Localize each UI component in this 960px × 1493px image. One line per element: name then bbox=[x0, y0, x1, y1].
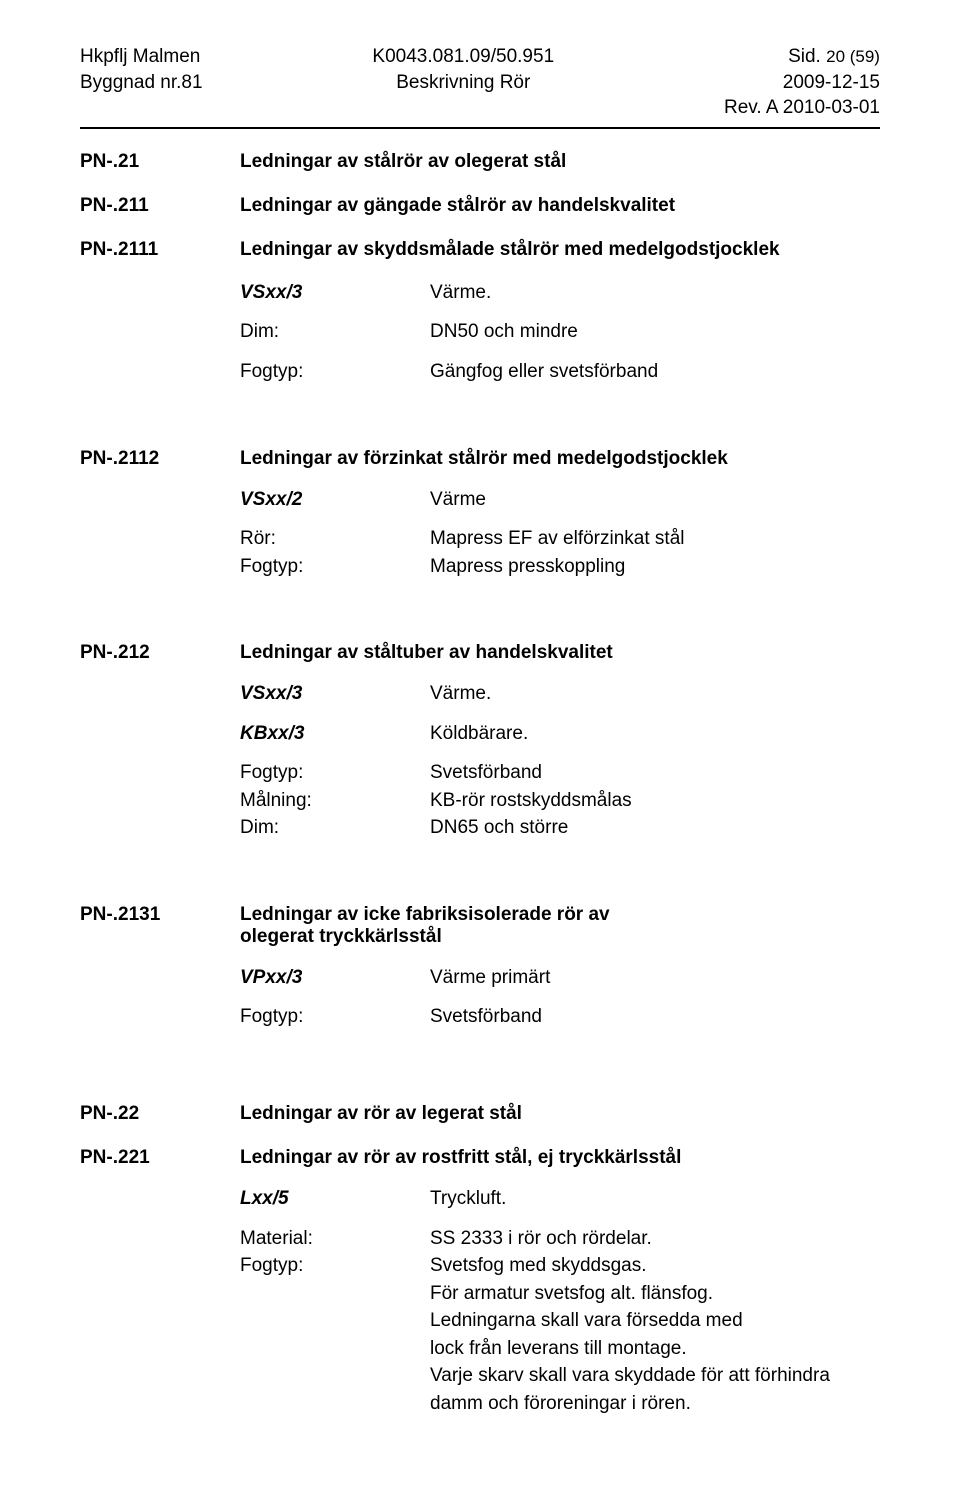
section-pn22: PN-.22 Ledningar av rör av legerat stål bbox=[80, 1103, 880, 1125]
section-code: PN-.221 bbox=[80, 1147, 240, 1169]
page-header: Hkpflj Malmen Byggnad nr.81 K0043.081.09… bbox=[80, 44, 880, 121]
header-rule bbox=[80, 127, 880, 129]
kv-val: Värme. bbox=[430, 680, 880, 708]
section-title: Ledningar av rör av legerat stål bbox=[240, 1103, 522, 1124]
section-pn221: PN-.221 Ledningar av rör av rostfritt st… bbox=[80, 1147, 880, 1169]
kv-key: Fogtyp: bbox=[240, 1003, 430, 1031]
section-code: PN-.2112 bbox=[80, 448, 240, 470]
section-pn21: PN-.21 Ledningar av stålrör av olegerat … bbox=[80, 151, 880, 173]
kv-val: Varje skarv skall vara skyddade för att … bbox=[430, 1362, 880, 1390]
kv-key bbox=[240, 1362, 430, 1390]
section-code: PN-.22 bbox=[80, 1103, 240, 1125]
kv-key: KBxx/3 bbox=[240, 720, 430, 748]
header-right-line3: Rev. A 2010-03-01 bbox=[724, 95, 880, 121]
header-page-number: 20 (59) bbox=[826, 47, 880, 66]
section-pn2111: PN-.2111 Ledningar av skyddsmålade stålr… bbox=[80, 239, 880, 261]
kv-block-pn2111: VSxx/3Värme. Dim:DN50 och mindre Fogtyp:… bbox=[240, 279, 880, 386]
section-code: PN-.2111 bbox=[80, 239, 240, 261]
section-title: Ledningar av rör av rostfritt stål, ej t… bbox=[240, 1147, 681, 1168]
kv-block-pn212: VSxx/3Värme. KBxx/3Köldbärare. Fogtyp:Sv… bbox=[240, 672, 880, 842]
kv-key: Dim: bbox=[240, 318, 430, 346]
kv-val: Ledningarna skall vara försedda med bbox=[430, 1307, 880, 1335]
section-pn211: PN-.211 Ledningar av gängade stålrör av … bbox=[80, 195, 880, 217]
kv-val: SS 2333 i rör och rördelar. bbox=[430, 1225, 880, 1253]
kv-val: Tryckluft. bbox=[430, 1185, 880, 1213]
page: Hkpflj Malmen Byggnad nr.81 K0043.081.09… bbox=[0, 0, 960, 1485]
header-sid-label: Sid. bbox=[788, 46, 826, 67]
kv-key: Målning: bbox=[240, 787, 430, 815]
header-left-line2: Byggnad nr.81 bbox=[80, 70, 203, 96]
header-center-line2: Beskrivning Rör bbox=[372, 70, 554, 96]
kv-block-pn2112: VSxx/2Värme Rör:Mapress EF av elförzinka… bbox=[240, 478, 880, 581]
kv-key: Material: bbox=[240, 1225, 430, 1253]
header-left-line1: Hkpflj Malmen bbox=[80, 44, 203, 70]
kv-key bbox=[240, 1307, 430, 1335]
kv-key: Fogtyp: bbox=[240, 553, 430, 581]
kv-val: Gängfog eller svetsförband bbox=[430, 358, 880, 386]
kv-block-pn221: Lxx/5Tryckluft. Material:SS 2333 i rör o… bbox=[240, 1177, 880, 1417]
kv-key bbox=[240, 1335, 430, 1363]
header-center-line1: K0043.081.09/50.951 bbox=[372, 44, 554, 70]
kv-val: Mapress EF av elförzinkat stål bbox=[430, 525, 880, 553]
section-title: Ledningar av ståltuber av handelskvalite… bbox=[240, 642, 613, 663]
kv-val: Värme bbox=[430, 486, 880, 514]
section-title: Ledningar av skyddsmålade stålrör med me… bbox=[240, 239, 780, 260]
kv-val: lock från leverans till montage. bbox=[430, 1335, 880, 1363]
kv-val: Svetsförband bbox=[430, 1003, 880, 1031]
kv-key: Lxx/5 bbox=[240, 1185, 430, 1213]
kv-key: Rör: bbox=[240, 525, 430, 553]
header-right: Sid. 20 (59) 2009-12-15 Rev. A 2010-03-0… bbox=[724, 44, 880, 121]
kv-key bbox=[240, 1390, 430, 1418]
kv-val: DN50 och mindre bbox=[430, 318, 880, 346]
kv-key: VSxx/2 bbox=[240, 486, 430, 514]
section-pn212: PN-.212 Ledningar av ståltuber av handel… bbox=[80, 642, 880, 664]
section-code: PN-.211 bbox=[80, 195, 240, 217]
section-title-line1: Ledningar av icke fabriksisolerade rör a… bbox=[240, 904, 880, 926]
kv-val: Värme. bbox=[430, 279, 880, 307]
kv-val: KB-rör rostskyddsmålas bbox=[430, 787, 880, 815]
header-right-line2: 2009-12-15 bbox=[724, 70, 880, 96]
header-center: K0043.081.09/50.951 Beskrivning Rör bbox=[372, 44, 554, 121]
section-pn2131: PN-.2131 Ledningar av icke fabriksisoler… bbox=[80, 904, 880, 948]
kv-block-pn2131: VPxx/3Värme primärt Fogtyp:Svetsförband bbox=[240, 956, 880, 1031]
section-title: Ledningar av gängade stålrör av handelsk… bbox=[240, 195, 675, 216]
kv-val: Svetsfog med skyddsgas. bbox=[430, 1252, 880, 1280]
section-code: PN-.21 bbox=[80, 151, 240, 173]
header-right-line1: Sid. 20 (59) bbox=[724, 44, 880, 70]
kv-key: Fogtyp: bbox=[240, 358, 430, 386]
section-title: Ledningar av stålrör av olegerat stål bbox=[240, 151, 566, 172]
section-code: PN-.2131 bbox=[80, 904, 240, 948]
section-title: Ledningar av förzinkat stålrör med medel… bbox=[240, 448, 728, 469]
kv-val: Köldbärare. bbox=[430, 720, 880, 748]
kv-key: VPxx/3 bbox=[240, 964, 430, 992]
kv-val: För armatur svetsfog alt. flänsfog. bbox=[430, 1280, 880, 1308]
header-left: Hkpflj Malmen Byggnad nr.81 bbox=[80, 44, 203, 121]
kv-val: DN65 och större bbox=[430, 814, 880, 842]
section-code: PN-.212 bbox=[80, 642, 240, 664]
kv-key: VSxx/3 bbox=[240, 680, 430, 708]
kv-val: Mapress presskoppling bbox=[430, 553, 880, 581]
kv-key: Fogtyp: bbox=[240, 759, 430, 787]
kv-val: damm och föroreningar i rören. bbox=[430, 1390, 880, 1418]
kv-key: Fogtyp: bbox=[240, 1252, 430, 1280]
section-pn2112: PN-.2112 Ledningar av förzinkat stålrör … bbox=[80, 448, 880, 470]
kv-key: Dim: bbox=[240, 814, 430, 842]
kv-val: Värme primärt bbox=[430, 964, 880, 992]
kv-key: VSxx/3 bbox=[240, 279, 430, 307]
kv-val: Svetsförband bbox=[430, 759, 880, 787]
section-title-line2: olegerat tryckkärlsstål bbox=[240, 926, 880, 948]
kv-key bbox=[240, 1280, 430, 1308]
